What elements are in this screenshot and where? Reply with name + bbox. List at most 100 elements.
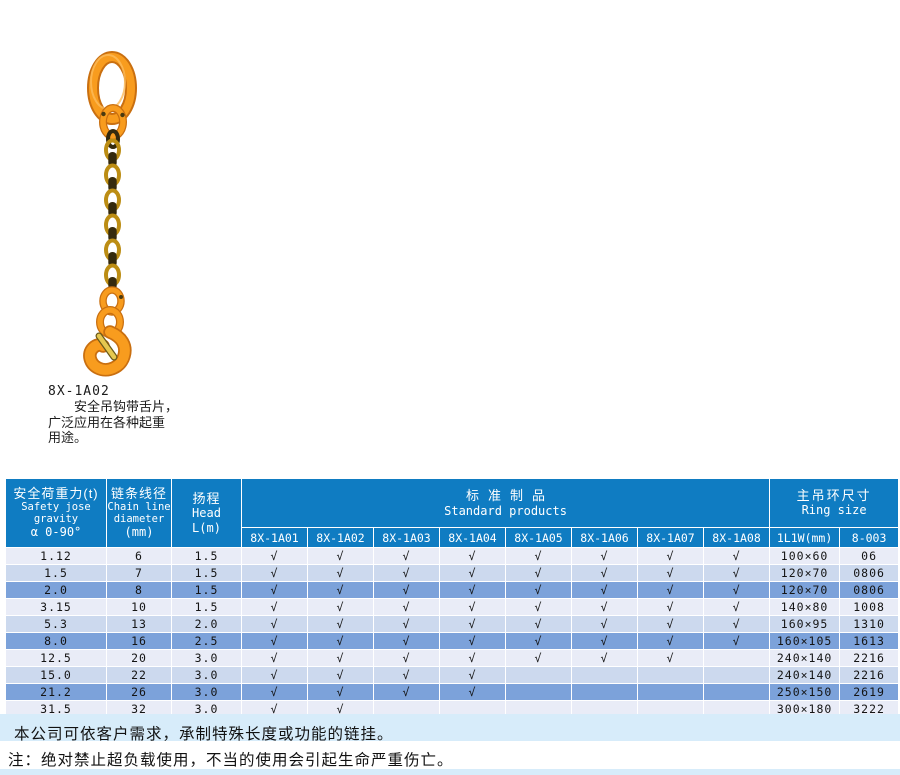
check-cell: √: [242, 667, 307, 683]
ring-code-cell: 2619: [840, 684, 899, 700]
column-ring-dimensions: 1L1W(mm): [770, 528, 840, 547]
warning-note: 注：绝对禁止超负载使用，不当的使用会引起生命严重伤亡。: [8, 752, 454, 769]
ring-size-cell: 140×80: [770, 599, 840, 615]
check-cell: √: [242, 616, 307, 632]
check-cell: √: [308, 582, 373, 598]
column-8x-1a03: 8X-1A03: [374, 528, 439, 547]
check-cell: √: [638, 616, 703, 632]
diameter-cell: 22: [107, 667, 171, 683]
chain-icon: [104, 138, 121, 290]
check-cell: √: [506, 548, 571, 564]
column-8x-1a02: 8X-1A02: [308, 528, 373, 547]
head-cell: 1.5: [172, 548, 241, 564]
custom-order-note: 本公司可依客户需求，承制特殊长度或功能的链挂。: [14, 726, 394, 743]
header-standard-products: 标准制品 Standard products: [242, 479, 770, 527]
head-cell: 3.0: [172, 667, 241, 683]
table-row: 5.3 13 2.0 √ √ √ √ √ √ √ √ 160×95 1310: [6, 616, 899, 632]
ring-code-cell: 2216: [840, 650, 899, 666]
table-row: 3.15 10 1.5 √ √ √ √ √ √ √ √ 140×80 1008: [6, 599, 899, 615]
check-cell: √: [374, 565, 439, 581]
check-cell: √: [704, 616, 770, 632]
check-cell: √: [440, 633, 505, 649]
table-row: 15.0 22 3.0 √ √ √ √ 240×140 2216: [6, 667, 899, 683]
load-cell: 5.3: [6, 616, 106, 632]
load-cell: 12.5: [6, 650, 106, 666]
check-cell: √: [704, 599, 770, 615]
column-8x-1a07: 8X-1A07: [638, 528, 703, 547]
check-cell: √: [308, 701, 373, 717]
check-cell: √: [242, 565, 307, 581]
check-cell: [704, 701, 770, 717]
figure-caption: 8X-1A02 安全吊钩带舌片， 广泛应用在各种起重 用途。: [48, 384, 178, 446]
table-row: 21.2 26 3.0 √ √ √ √ 250×150 2619: [6, 684, 899, 700]
column-8x-1a06: 8X-1A06: [572, 528, 637, 547]
head-cell: 2.5: [172, 633, 241, 649]
load-cell: 21.2: [6, 684, 106, 700]
check-cell: √: [572, 616, 637, 632]
check-cell: √: [572, 582, 637, 598]
check-cell: √: [506, 616, 571, 632]
check-cell: [704, 684, 770, 700]
check-cell: √: [374, 548, 439, 564]
check-cell: √: [308, 548, 373, 564]
column-8x-1a04: 8X-1A04: [440, 528, 505, 547]
ring-size-cell: 240×140: [770, 650, 840, 666]
table-row: 1.12 6 1.5 √ √ √ √ √ √ √ √ 100×60 06: [6, 548, 899, 564]
diameter-cell: 20: [107, 650, 171, 666]
ring-code-cell: 1310: [840, 616, 899, 632]
head-cell: 1.5: [172, 582, 241, 598]
check-cell: √: [572, 633, 637, 649]
hook-latch-icon: [95, 332, 118, 361]
check-cell: √: [308, 599, 373, 615]
check-cell: √: [638, 599, 703, 615]
load-cell: 1.5: [6, 565, 106, 581]
check-cell: √: [242, 599, 307, 615]
check-cell: √: [638, 650, 703, 666]
diameter-cell: 10: [107, 599, 171, 615]
check-cell: √: [440, 684, 505, 700]
check-cell: √: [572, 548, 637, 564]
ring-size-cell: 160×105: [770, 633, 840, 649]
ring-code-cell: 3222: [840, 701, 899, 717]
check-cell: √: [506, 599, 571, 615]
check-cell: √: [440, 650, 505, 666]
check-cell: √: [638, 548, 703, 564]
check-cell: √: [704, 565, 770, 581]
note-band: [0, 714, 900, 741]
check-cell: √: [374, 599, 439, 615]
check-cell: √: [572, 599, 637, 615]
diameter-cell: 13: [107, 616, 171, 632]
check-cell: [506, 667, 571, 683]
ring-size-cell: 300×180: [770, 701, 840, 717]
check-cell: √: [242, 548, 307, 564]
header-head-length: 扬程 Head L(m): [172, 479, 241, 547]
check-cell: [506, 701, 571, 717]
product-description-line: 用途。: [48, 430, 88, 445]
ring-size-cell: 120×70: [770, 565, 840, 581]
chain-sling-svg: [83, 51, 137, 377]
head-cell: 1.5: [172, 599, 241, 615]
check-cell: √: [572, 650, 637, 666]
check-cell: [704, 650, 770, 666]
head-cell: 3.0: [172, 701, 241, 717]
check-cell: √: [506, 565, 571, 581]
check-cell: √: [308, 650, 373, 666]
ring-size-cell: 100×60: [770, 548, 840, 564]
check-cell: √: [308, 633, 373, 649]
check-cell: [572, 667, 637, 683]
ring-size-cell: 240×140: [770, 667, 840, 683]
table-row: 2.0 8 1.5 √ √ √ √ √ √ √ √ 120×70 0806: [6, 582, 899, 598]
load-cell: 8.0: [6, 633, 106, 649]
load-cell: 15.0: [6, 667, 106, 683]
diameter-cell: 6: [107, 548, 171, 564]
table-row: 1.5 7 1.5 √ √ √ √ √ √ √ √ 120×70 0806: [6, 565, 899, 581]
check-cell: [374, 701, 439, 717]
ring-code-cell: 1613: [840, 633, 899, 649]
ring-size-cell: 120×70: [770, 582, 840, 598]
check-cell: √: [374, 582, 439, 598]
check-cell: √: [308, 565, 373, 581]
ring-code-cell: 2216: [840, 667, 899, 683]
diameter-cell: 8: [107, 582, 171, 598]
diameter-cell: 16: [107, 633, 171, 649]
check-cell: √: [506, 633, 571, 649]
